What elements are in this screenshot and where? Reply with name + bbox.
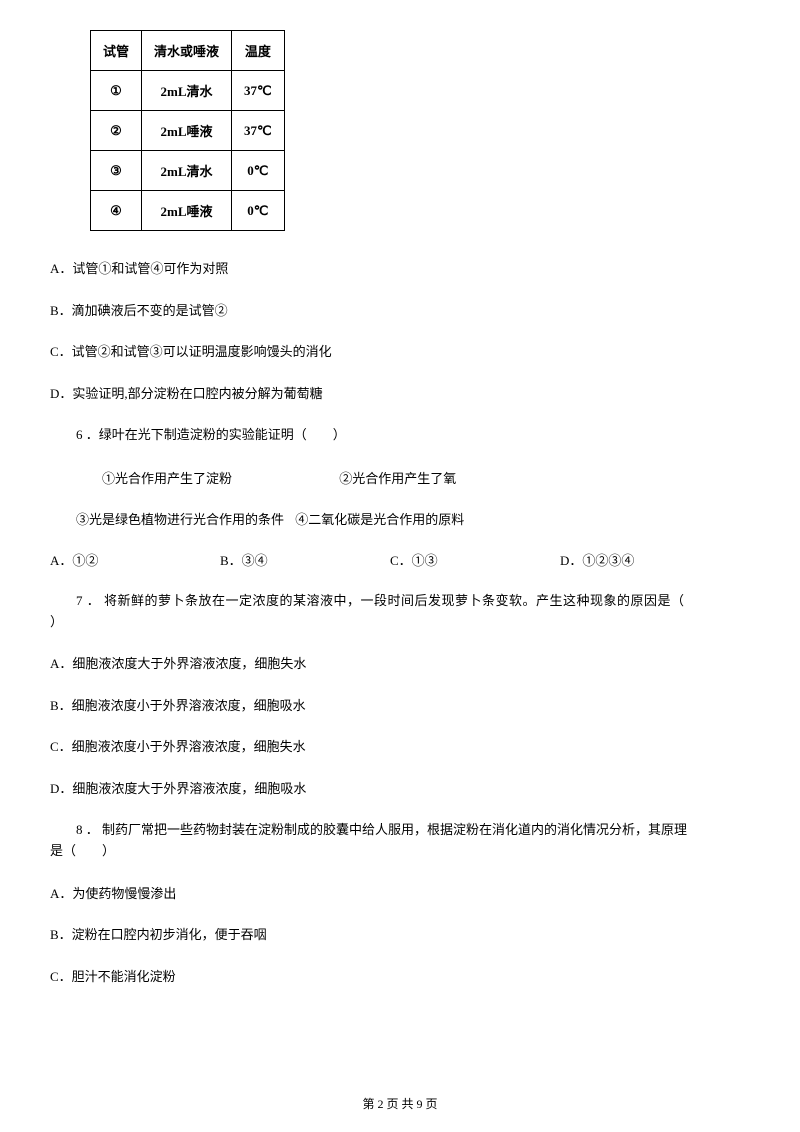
th-tube: 试管 bbox=[91, 31, 142, 71]
q8-stem: 8 ． 制药厂常把一些药物封装在淀粉制成的胶囊中给人服用，根据淀粉在消化道内的消… bbox=[50, 820, 750, 862]
q6-sub3: ③光是绿色植物进行光合作用的条件 bbox=[76, 512, 284, 527]
experiment-table: 试管 清水或唾液 温度 ① 2mL清水 37℃ ② 2mL唾液 37℃ ③ 2m… bbox=[90, 30, 285, 231]
q7-stem: 7 ． 将新鲜的萝卜条放在一定浓度的某溶液中，一段时间后发现萝卜条变软。产生这种… bbox=[50, 591, 750, 633]
q7-option-b: B．细胞液浓度小于外界溶液浓度，细胞吸水 bbox=[50, 696, 750, 716]
table-row: ③ 2mL清水 0℃ bbox=[91, 151, 285, 191]
q6-opt-d: D．①②③④ bbox=[560, 550, 730, 569]
q5-option-b: B．滴加碘液后不变的是试管② bbox=[50, 301, 750, 321]
q6-sub4: ④二氧化碳是光合作用的原料 bbox=[295, 512, 464, 527]
q6-sub1: ①光合作用产生了淀粉 bbox=[76, 468, 336, 487]
q8-option-a: A．为使药物慢慢渗出 bbox=[50, 884, 750, 904]
q8-option-b: B．淀粉在口腔内初步消化，便于吞咽 bbox=[50, 925, 750, 945]
q7-stem-p1: 7 ． 将新鲜的萝卜条放在一定浓度的某溶液中，一段时间后发现萝卜条变软。产生这种… bbox=[76, 593, 685, 608]
table-row: ② 2mL唾液 37℃ bbox=[91, 111, 285, 151]
q5-option-d: D．实验证明,部分淀粉在口腔内被分解为葡萄糖 bbox=[50, 384, 750, 404]
q6-opt-c: C．①③ bbox=[390, 550, 560, 569]
th-temp: 温度 bbox=[232, 31, 285, 71]
q6-sub2: ②光合作用产生了氧 bbox=[339, 471, 456, 486]
table-header-row: 试管 清水或唾液 温度 bbox=[91, 31, 285, 71]
q6-opt-a: A．①② bbox=[50, 550, 220, 569]
table-row: ④ 2mL唾液 0℃ bbox=[91, 191, 285, 231]
page-footer: 第 2 页 共 9 页 bbox=[50, 1095, 750, 1112]
q6-sub-row2: ③光是绿色植物进行光合作用的条件 ④二氧化碳是光合作用的原料 bbox=[50, 509, 750, 528]
q7-option-c: C．细胞液浓度小于外界溶液浓度，细胞失水 bbox=[50, 737, 750, 757]
q5-option-c: C．试管②和试管③可以证明温度影响馒头的消化 bbox=[50, 342, 750, 362]
q8-stem-p2: 是（ ） bbox=[50, 843, 115, 858]
q7-option-d: D．细胞液浓度大于外界溶液浓度，细胞吸水 bbox=[50, 779, 750, 799]
q6-opt-b: B．③④ bbox=[220, 550, 390, 569]
q6-sub-row1: ①光合作用产生了淀粉 ②光合作用产生了氧 bbox=[50, 468, 750, 487]
q5-option-a: A．试管①和试管④可作为对照 bbox=[50, 259, 750, 279]
q7-option-a: A．细胞液浓度大于外界溶液浓度，细胞失水 bbox=[50, 654, 750, 674]
q8-stem-p1: 8 ． 制药厂常把一些药物封装在淀粉制成的胶囊中给人服用，根据淀粉在消化道内的消… bbox=[76, 822, 687, 837]
q7-stem-p2: ） bbox=[50, 614, 63, 629]
q6-options: A．①② B．③④ C．①③ D．①②③④ bbox=[50, 550, 750, 569]
q6-stem: 6 ．绿叶在光下制造淀粉的实验能证明（ ） bbox=[50, 425, 750, 446]
q8-option-c: C．胆汁不能消化淀粉 bbox=[50, 967, 750, 987]
table-row: ① 2mL清水 37℃ bbox=[91, 71, 285, 111]
th-liquid: 清水或唾液 bbox=[142, 31, 232, 71]
